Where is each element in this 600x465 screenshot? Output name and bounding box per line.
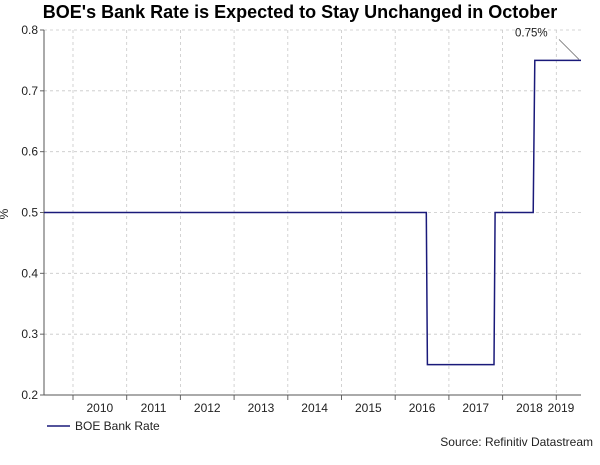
x-tick-label: 2012 (194, 401, 221, 415)
y-tick-label: 0.3 (21, 327, 38, 341)
x-tick-label: 2015 (355, 401, 382, 415)
legend-label-boe-bank-rate: BOE Bank Rate (75, 419, 160, 433)
axes (40, 29, 581, 400)
y-tick-label: 0.2 (21, 388, 38, 402)
series-line-boe-bank-rate (44, 59, 581, 366)
x-tick-label: 2013 (248, 401, 275, 415)
x-tick-label: 2017 (462, 401, 489, 415)
y-tick-label: 0.6 (21, 145, 38, 159)
x-tick-label: 2019 (548, 401, 575, 415)
tick-labels: 0.2 0.3 0.4 0.5 0.6 0.7 0.8 2010 2011 2012 2013 201… (21, 23, 574, 415)
y-tick-label: 0.7 (21, 84, 38, 98)
annotation-leader-line (558, 39, 580, 60)
y-tick-label: 0.4 (21, 266, 38, 280)
chart-title: BOE's Bank Rate is Expected to Stay Unch… (42, 2, 558, 22)
legend: BOE Bank Rate (47, 419, 160, 433)
series-layer (44, 59, 581, 366)
x-tick-label: 2011 (141, 401, 167, 415)
x-tick-label: 2014 (301, 401, 328, 415)
annotations: 0.75% (515, 27, 580, 60)
annotation-label: 0.75% (515, 27, 548, 39)
x-tick-label: 2010 (86, 401, 113, 415)
y-tick-label: 0.5 (21, 206, 38, 220)
y-axis-title: % (0, 208, 11, 219)
x-tick-label: 2018 (516, 401, 543, 415)
y-tick-label: 0.8 (21, 23, 38, 37)
x-tick-label: 2016 (409, 401, 436, 415)
source-label: Source: Refinitiv Datastream (440, 435, 593, 449)
